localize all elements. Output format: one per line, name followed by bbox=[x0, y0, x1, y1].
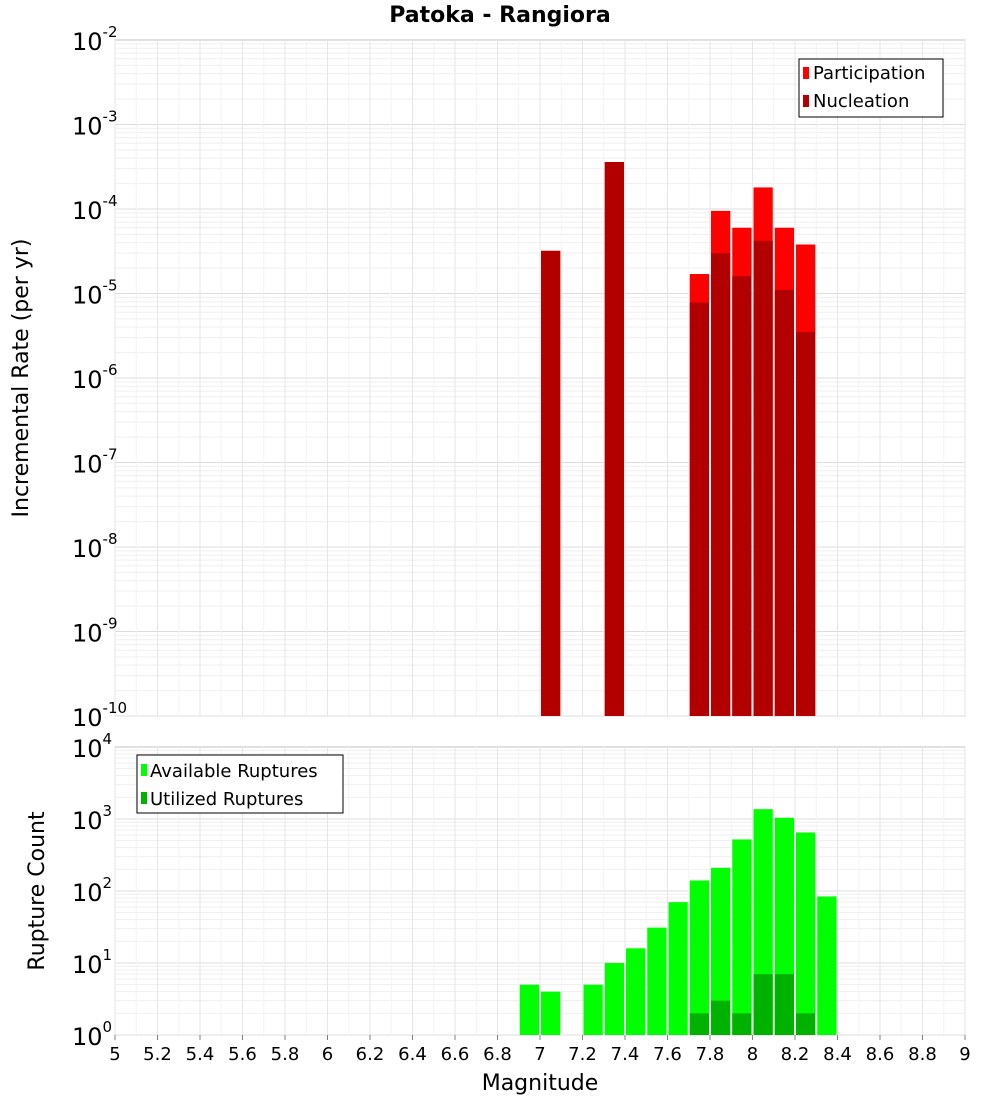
x-tick-label: 8.4 bbox=[823, 1044, 852, 1065]
x-tick-label: 8 bbox=[747, 1044, 758, 1065]
participation-legend-swatch bbox=[803, 67, 809, 79]
nucleation-legend-label: Nucleation bbox=[813, 91, 909, 112]
x-tick-label: 8.2 bbox=[781, 1044, 810, 1065]
x-tick-label: 9 bbox=[959, 1044, 970, 1065]
count-y-ticks: 100 101 102 103 104 bbox=[72, 730, 112, 1051]
participation-legend-label: Participation bbox=[813, 63, 925, 84]
nucleation-bar bbox=[541, 250, 561, 716]
chart-title: Patoka - Rangiora bbox=[389, 3, 610, 28]
y-tick-label: 10-4 bbox=[72, 192, 118, 225]
x-tick-label: 5.8 bbox=[271, 1044, 300, 1065]
nucleation-bar bbox=[796, 332, 816, 716]
x-tick-label: 7.6 bbox=[653, 1044, 682, 1065]
rate-y-ticks: 10-10 10-9 10-8 10-7 10-6 10-5 10-4 10-3 10-2 bbox=[72, 23, 127, 732]
rate-legend-box bbox=[798, 58, 944, 118]
x-tick-label: 6.2 bbox=[356, 1044, 385, 1065]
count-bars bbox=[519, 809, 837, 1035]
available-ruptures-bar bbox=[796, 832, 816, 1035]
x-tick-label: 6.4 bbox=[398, 1044, 427, 1065]
x-tick-label: 8.6 bbox=[866, 1044, 895, 1065]
y-tick-label: 10-3 bbox=[72, 108, 118, 141]
available-ruptures-bar bbox=[604, 963, 624, 1035]
y-tick-label: 10-7 bbox=[72, 446, 118, 479]
count-y-axis-label: Rupture Count bbox=[25, 811, 50, 971]
nucleation-bar bbox=[732, 276, 752, 716]
y-tick-label: 10-9 bbox=[72, 615, 118, 648]
available-ruptures-bar bbox=[626, 948, 646, 1035]
x-tick-label: 6.6 bbox=[441, 1044, 470, 1065]
x-tick-label: 7.8 bbox=[696, 1044, 725, 1065]
utilized-ruptures-legend-label: Utilized Ruptures bbox=[150, 789, 303, 810]
x-tick-label: 7.2 bbox=[568, 1044, 597, 1065]
rate-legend: Participation Nucleation bbox=[798, 58, 944, 118]
nucleation-bar bbox=[753, 240, 773, 716]
utilized-ruptures-bar bbox=[689, 1013, 709, 1035]
available-ruptures-bar bbox=[689, 880, 709, 1035]
nucleation-legend-swatch bbox=[803, 95, 809, 107]
nucleation-bar bbox=[774, 290, 794, 716]
y-tick-label: 10-2 bbox=[72, 23, 118, 56]
y-tick-label: 101 bbox=[72, 946, 112, 979]
available-ruptures-bar bbox=[817, 896, 837, 1035]
utilized-ruptures-bar bbox=[753, 974, 773, 1035]
x-tick-label: 7.4 bbox=[611, 1044, 640, 1065]
y-tick-label: 100 bbox=[72, 1018, 112, 1051]
utilized-ruptures-bar bbox=[711, 1000, 731, 1035]
available-ruptures-bar bbox=[647, 927, 667, 1035]
available-ruptures-legend-swatch bbox=[141, 764, 147, 776]
utilized-ruptures-legend-swatch bbox=[141, 792, 147, 804]
y-tick-label: 10-6 bbox=[72, 361, 118, 394]
y-tick-label: 10-8 bbox=[72, 530, 118, 563]
y-tick-label: 10-10 bbox=[72, 699, 127, 732]
utilized-ruptures-bar bbox=[774, 974, 794, 1035]
x-tick-label: 5.2 bbox=[143, 1044, 172, 1065]
utilized-ruptures-bar bbox=[732, 1013, 752, 1035]
available-ruptures-bar bbox=[668, 902, 688, 1035]
x-tick-label: 8.8 bbox=[908, 1044, 937, 1065]
rate-gridlines bbox=[114, 40, 966, 717]
x-tick-label: 6 bbox=[322, 1044, 333, 1065]
x-tick-label: 5 bbox=[109, 1044, 120, 1065]
count-legend: Available Ruptures Utilized Ruptures bbox=[136, 754, 344, 814]
nucleation-bar bbox=[711, 253, 731, 716]
rate-bars bbox=[541, 161, 816, 717]
y-tick-label: 10-5 bbox=[72, 277, 118, 310]
available-ruptures-bar bbox=[583, 984, 603, 1035]
x-axis-label: Magnitude bbox=[482, 1071, 599, 1096]
available-ruptures-bar bbox=[711, 867, 731, 1035]
y-tick-label: 103 bbox=[72, 802, 112, 835]
x-tick-label: 6.8 bbox=[483, 1044, 512, 1065]
available-ruptures-bar bbox=[541, 991, 561, 1035]
x-tick-label: 5.6 bbox=[228, 1044, 257, 1065]
count-panel: 100 101 102 103 104 5 5.2 5.4 5.6 5.8 6 6.2 6.4 6.6 6… bbox=[25, 730, 971, 1096]
count-x-ticks: 5 5.2 5.4 5.6 5.8 6 6.2 6.4 6.6 6.8 7 7.2 7.4 7.6 7.8 8… bbox=[109, 1035, 971, 1065]
rate-y-axis-label: Incremental Rate (per yr) bbox=[9, 239, 34, 518]
utilized-ruptures-bar bbox=[796, 1013, 816, 1035]
available-ruptures-bar bbox=[519, 984, 539, 1035]
nucleation-bar bbox=[689, 302, 709, 716]
available-ruptures-bar bbox=[732, 839, 752, 1035]
x-tick-label: 5.4 bbox=[186, 1044, 215, 1065]
rate-panel: 10-10 10-9 10-8 10-7 10-6 10-5 10-4 10-3 10-2 In… bbox=[9, 23, 966, 732]
count-legend-box bbox=[136, 754, 344, 814]
available-ruptures-legend-label: Available Ruptures bbox=[150, 761, 318, 782]
y-tick-label: 104 bbox=[72, 730, 112, 763]
y-tick-label: 102 bbox=[72, 874, 112, 907]
nucleation-bar bbox=[604, 161, 624, 716]
x-tick-label: 7 bbox=[534, 1044, 545, 1065]
